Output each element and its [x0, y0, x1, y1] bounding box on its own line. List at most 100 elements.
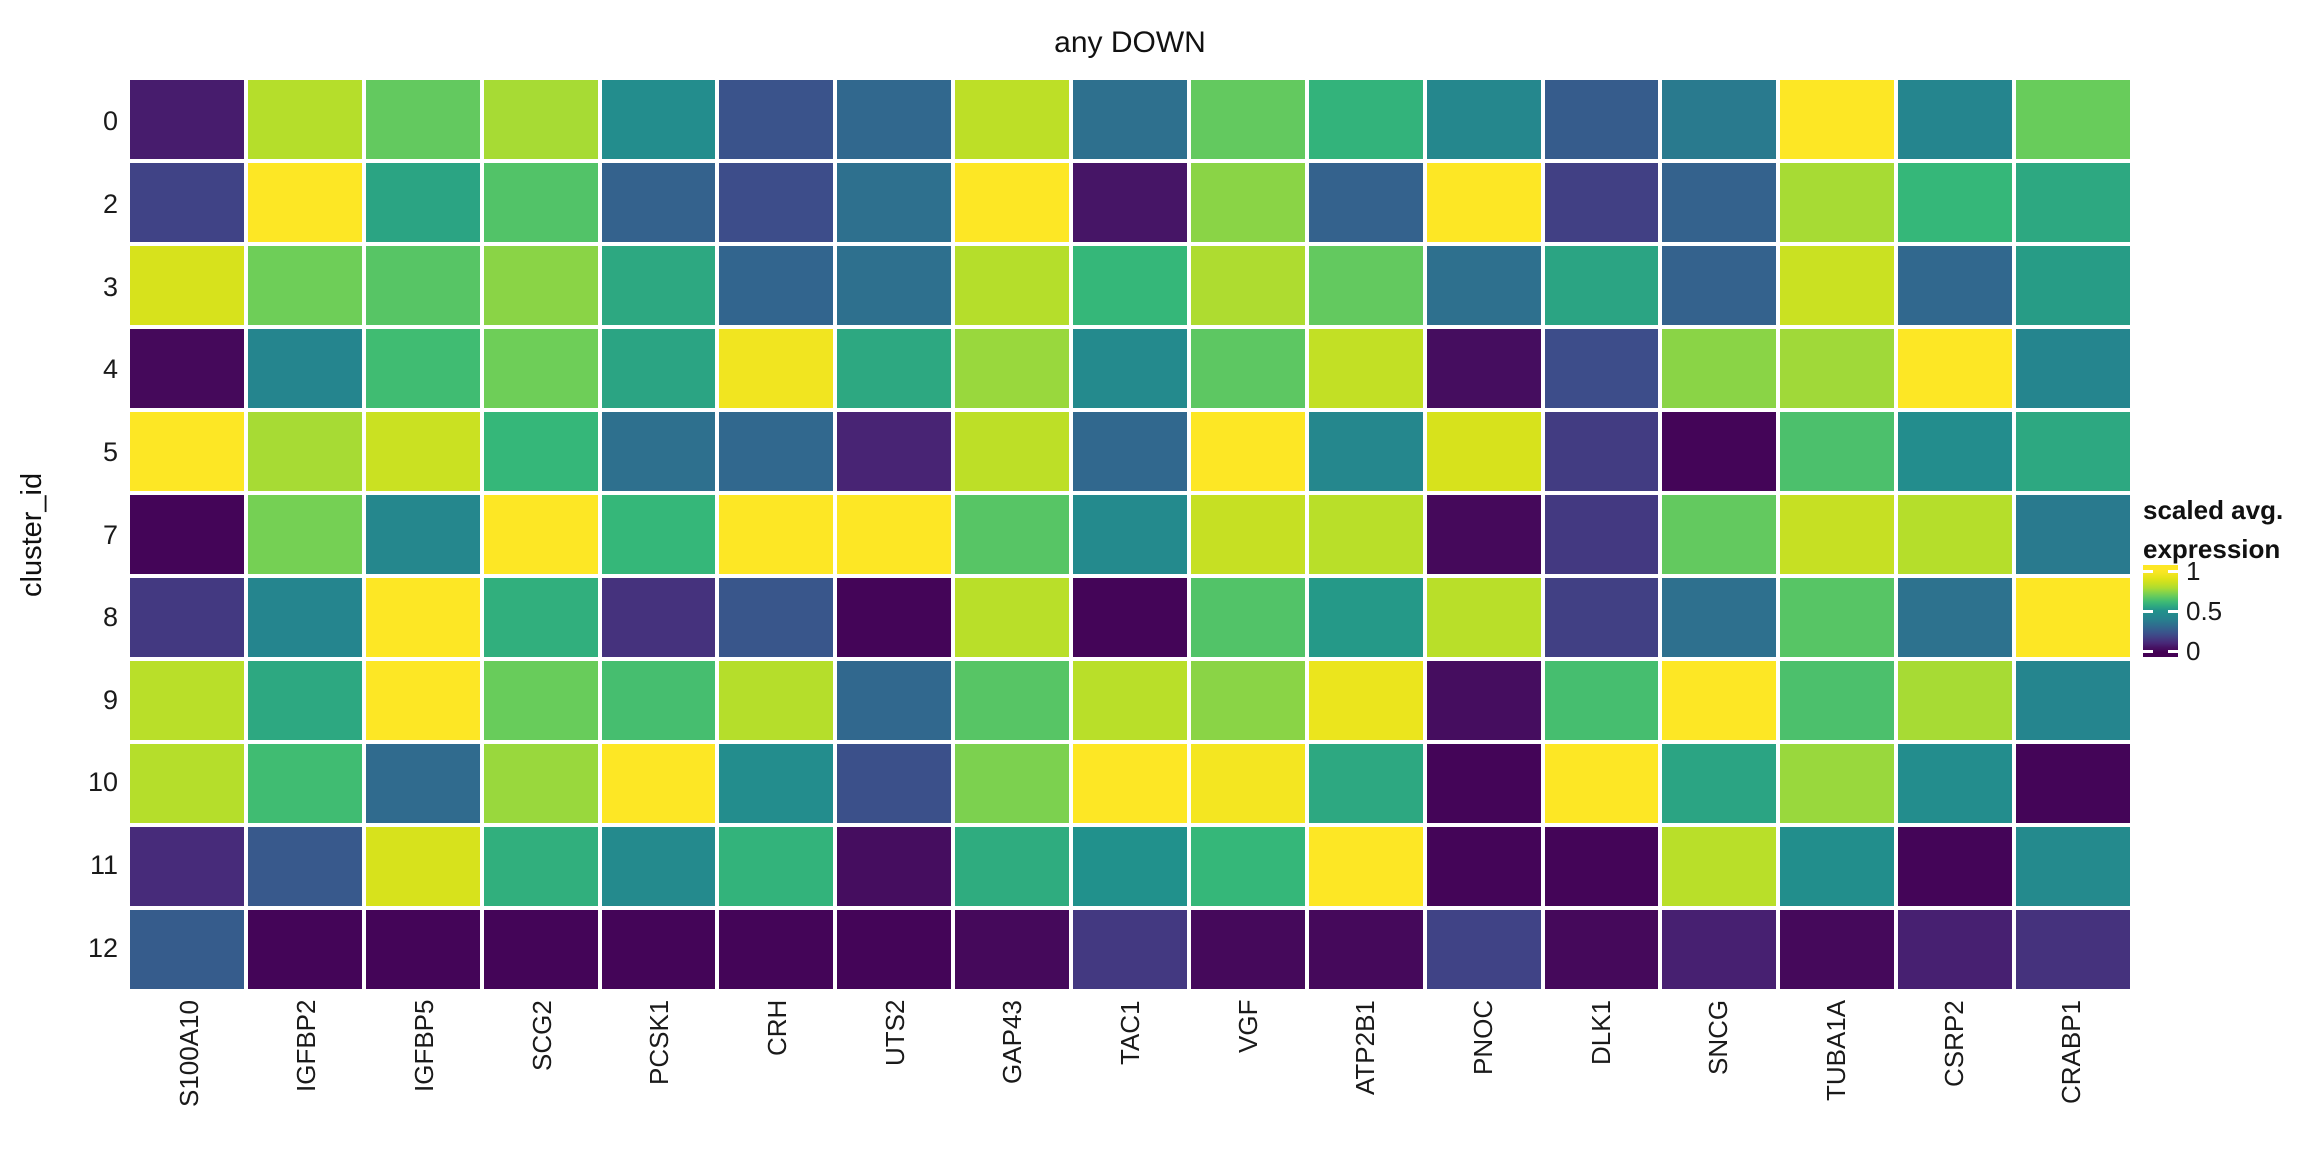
heatmap-cell	[247, 661, 362, 740]
heatmap-cell	[483, 329, 598, 408]
heatmap-cell	[719, 661, 834, 740]
heatmap-cell	[365, 495, 480, 574]
heatmap-grid	[130, 80, 2130, 989]
heatmap-cell	[1073, 412, 1187, 491]
heatmap-cell	[483, 495, 598, 574]
heatmap-cell	[1544, 329, 1659, 408]
heatmap-cell	[130, 661, 244, 740]
heatmap-cell	[1898, 80, 2013, 159]
heatmap-cell	[1544, 661, 1659, 740]
heatmap-cell	[837, 329, 952, 408]
x-tick-label: IGFBP5	[409, 1000, 440, 1093]
heatmap-cell	[483, 578, 598, 657]
heatmap-cell	[130, 412, 244, 491]
heatmap-cell	[601, 827, 716, 906]
heatmap-cell	[1544, 163, 1659, 242]
heatmap-cell	[483, 163, 598, 242]
heatmap-cell	[365, 827, 480, 906]
heatmap-cell	[1544, 80, 1659, 159]
y-tick-label: 3	[102, 271, 118, 302]
heatmap-cell	[247, 578, 362, 657]
heatmap-cell	[483, 80, 598, 159]
heatmap-cell	[130, 578, 244, 657]
y-tick-label: 9	[102, 684, 118, 715]
x-tick-label: PCSK1	[644, 1000, 675, 1086]
heatmap-cell	[247, 910, 362, 989]
heatmap-cell	[837, 661, 952, 740]
heatmap-cell	[130, 163, 244, 242]
heatmap-cell	[719, 578, 834, 657]
heatmap-cell	[1662, 744, 1777, 823]
legend-tick-label: 1	[2186, 556, 2201, 586]
heatmap-cell	[1190, 661, 1305, 740]
heatmap-cell	[955, 578, 1070, 657]
heatmap-cell	[1898, 744, 2013, 823]
heatmap-cell	[2016, 910, 2130, 989]
heatmap-cell	[837, 412, 952, 491]
heatmap-cell	[955, 80, 1070, 159]
heatmap-cell	[365, 163, 480, 242]
heatmap-cell	[1426, 827, 1541, 906]
heatmap-cell	[365, 329, 480, 408]
y-tick-label: 10	[87, 767, 118, 798]
heatmap-cell	[1780, 661, 1895, 740]
heatmap-cell	[1308, 661, 1423, 740]
heatmap-cell	[1073, 329, 1187, 408]
heatmap-cell	[1426, 910, 1541, 989]
heatmap-cell	[601, 661, 716, 740]
y-tick-label: 0	[102, 106, 118, 137]
heatmap-cell	[601, 910, 716, 989]
heatmap-cell	[1190, 329, 1305, 408]
legend-tick-mark	[2143, 650, 2153, 653]
heatmap-cell	[1780, 80, 1895, 159]
heatmap-cell	[1426, 329, 1541, 408]
heatmap-cell	[1308, 495, 1423, 574]
x-tick-label: S100A10	[173, 1000, 204, 1107]
heatmap-cell	[1898, 661, 2013, 740]
heatmap-cell	[1544, 412, 1659, 491]
x-tick-label: CRH	[762, 1000, 793, 1057]
heatmap-cell	[483, 744, 598, 823]
heatmap-cell	[1898, 246, 2013, 325]
legend-title-line1: scaled avg.	[2143, 495, 2284, 525]
heatmap-cell	[1190, 578, 1305, 657]
heatmap-cell	[1426, 578, 1541, 657]
y-tick-label: 11	[89, 850, 118, 881]
x-tick-label: DLK1	[1585, 1000, 1616, 1066]
heatmap-cell	[1898, 495, 2013, 574]
heatmap-cell	[2016, 578, 2130, 657]
heatmap-cell	[1898, 578, 2013, 657]
heatmap-cell	[719, 910, 834, 989]
heatmap-cell	[1073, 827, 1187, 906]
heatmap-cell	[1780, 495, 1895, 574]
heatmap-cell	[1780, 827, 1895, 906]
x-tick-label: ATP2B1	[1350, 1000, 1381, 1095]
heatmap-cell	[1662, 80, 1777, 159]
heatmap-cell	[247, 80, 362, 159]
heatmap-cell	[719, 329, 834, 408]
heatmap-cell	[2016, 744, 2130, 823]
heatmap-cell	[130, 246, 244, 325]
heatmap-cell	[1544, 495, 1659, 574]
heatmap-cell	[955, 412, 1070, 491]
heatmap-cell	[2016, 329, 2130, 408]
heatmap-cell	[1073, 744, 1187, 823]
heatmap-cell	[1662, 163, 1777, 242]
heatmap-cell	[719, 163, 834, 242]
legend-tick-mark	[2143, 570, 2153, 573]
heatmap-cell	[247, 246, 362, 325]
heatmap-cell	[130, 744, 244, 823]
heatmap-cell	[1190, 163, 1305, 242]
heatmap-cell	[837, 163, 952, 242]
x-tick-label: TAC1	[1115, 1000, 1145, 1065]
x-tick-label: CSRP2	[1938, 1000, 1969, 1087]
heatmap-cell	[1190, 80, 1305, 159]
heatmap-cell	[1662, 412, 1777, 491]
y-tick-label: 12	[87, 932, 118, 963]
heatmap-cell	[1308, 163, 1423, 242]
heatmap-cell	[1898, 329, 2013, 408]
heatmap-cell	[1073, 910, 1187, 989]
heatmap-cell	[2016, 661, 2130, 740]
heatmap-cell	[955, 910, 1070, 989]
